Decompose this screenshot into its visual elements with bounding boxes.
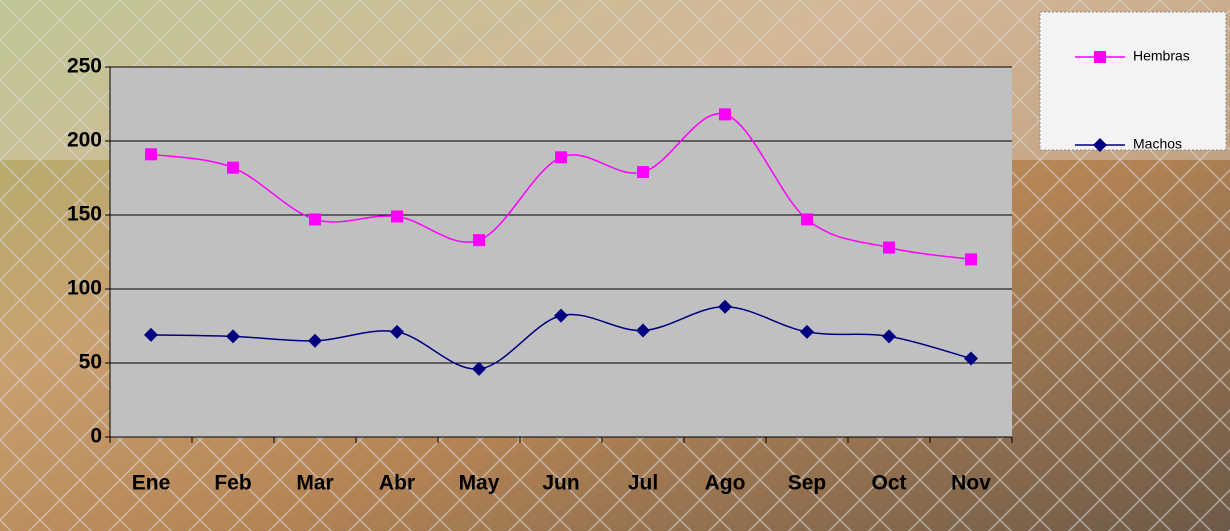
y-tick-label: 250: [67, 55, 102, 78]
legend-label: Hembras: [1133, 48, 1190, 64]
marker: [145, 148, 157, 160]
x-tick-label: Ene: [132, 472, 171, 495]
chart: 0 50 100 150 200 250 Ene Feb Mar Abr May Jun Jul Ago S…: [0, 0, 1230, 531]
x-tick-label: Jul: [628, 472, 658, 495]
x-tick-label: Ago: [705, 472, 746, 495]
x-tick-label: Mar: [296, 472, 333, 495]
x-tick-label: Feb: [214, 472, 251, 495]
page: {"chart_data": {"type": "line", "categor…: [0, 0, 1230, 531]
y-tick-label: 150: [67, 203, 102, 226]
marker: [883, 242, 895, 254]
marker: [801, 213, 813, 225]
x-tick-label: Nov: [951, 472, 991, 495]
y-tick-label: 50: [79, 351, 102, 374]
plot-area: [110, 67, 1012, 437]
y-tick-label: 0: [90, 425, 102, 448]
y-tick-label: 100: [67, 277, 102, 300]
x-tick-label: Abr: [379, 472, 415, 495]
x-tick-label: Oct: [871, 472, 906, 495]
x-tick-label: Sep: [788, 472, 827, 495]
marker: [391, 210, 403, 222]
marker: [555, 151, 567, 163]
marker: [637, 166, 649, 178]
marker: [719, 108, 731, 120]
x-tick-label: May: [459, 472, 500, 495]
marker: [227, 162, 239, 174]
legend-label: Machos: [1133, 136, 1182, 152]
legend: [1040, 12, 1226, 150]
marker: [473, 234, 485, 246]
marker: [309, 213, 321, 225]
marker: [965, 253, 977, 265]
y-tick-label: 200: [67, 129, 102, 152]
marker: [1094, 51, 1106, 63]
x-tick-label: Jun: [542, 472, 579, 495]
